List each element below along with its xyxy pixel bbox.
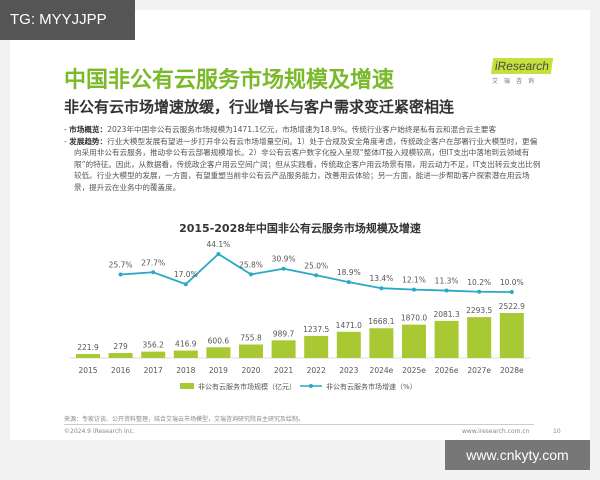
line-label: 25.7% xyxy=(109,260,133,269)
bar-label: 755.8 xyxy=(240,334,262,343)
watermark-bottom: www.cnkyty.com xyxy=(445,440,590,470)
line-point xyxy=(118,272,123,277)
line-label: 13.4% xyxy=(369,274,393,283)
x-tick-label: 2017 xyxy=(144,366,163,375)
chart-title: 2015-2028年中国非公有云服务市场规模及增速 xyxy=(179,221,421,235)
bar-label: 356.2 xyxy=(142,341,164,350)
line-point xyxy=(216,251,221,256)
line-label: 25.8% xyxy=(239,260,263,269)
bar xyxy=(271,340,296,358)
x-tick-label: 2015 xyxy=(78,366,97,375)
bar-label: 1870.0 xyxy=(401,314,427,323)
bar-label: 1471.0 xyxy=(336,321,362,330)
line-label: 30.9% xyxy=(272,255,296,264)
bar xyxy=(206,347,231,358)
bar-label: 600.6 xyxy=(208,336,230,345)
bar xyxy=(304,335,329,358)
bar xyxy=(467,317,492,358)
bar xyxy=(108,353,133,358)
x-tick-label: 2026e xyxy=(435,366,459,375)
bullet-list: - 市场概览：2023年中国非公有云服务市场规模为1471.1亿元，市场增速为1… xyxy=(64,124,544,193)
line-point xyxy=(444,288,449,293)
bar-label: 1668.1 xyxy=(368,317,394,326)
x-tick-label: 2018 xyxy=(176,366,195,375)
bar-label: 221.9 xyxy=(77,343,99,352)
x-tick-label: 2020 xyxy=(241,366,260,375)
line-label: 44.1% xyxy=(206,240,230,249)
bar-label: 2522.9 xyxy=(499,302,525,311)
bar xyxy=(239,344,263,358)
line-label: 18.9% xyxy=(337,268,361,277)
x-tick-label: 2024e xyxy=(370,366,394,375)
line-point xyxy=(412,287,416,292)
legend-line-marker xyxy=(309,384,313,388)
bar xyxy=(76,354,100,358)
x-tick-label: 2021 xyxy=(274,366,293,375)
line-label: 25.0% xyxy=(304,261,328,270)
line-point xyxy=(151,270,156,275)
line-point xyxy=(249,272,253,277)
line-point xyxy=(509,290,514,294)
line-label: 10.0% xyxy=(500,278,524,287)
slide xyxy=(10,10,590,440)
x-tick-label: 2019 xyxy=(209,366,228,375)
legend-line-label: 非公有云服务市场增速（%） xyxy=(326,382,417,391)
bar xyxy=(434,320,459,358)
line-label: 10.2% xyxy=(467,278,491,287)
bullet-item: - 市场概览：2023年中国非公有云服务市场规模为1471.1亿元，市场增速为1… xyxy=(64,125,497,134)
bar xyxy=(336,331,361,358)
bar-label: 2293.5 xyxy=(466,306,492,315)
bar xyxy=(402,324,426,358)
bar-label: 416.9 xyxy=(175,340,197,349)
line-point xyxy=(183,282,188,287)
site-link[interactable]: www.iresearch.com.cn xyxy=(462,428,530,435)
iresearch-logo: iResearch 艾瑞咨询 xyxy=(490,55,562,85)
legend-bar-label: 非公有云服务市场规模（亿元） xyxy=(198,382,296,391)
x-tick-label: 2023 xyxy=(339,366,358,375)
bar xyxy=(173,350,198,358)
line-point xyxy=(281,266,286,271)
bar-label: 2081.3 xyxy=(433,310,459,319)
line-point xyxy=(346,280,351,285)
line-point xyxy=(477,289,482,294)
divider xyxy=(64,424,534,425)
line-label: 12.1% xyxy=(402,276,426,285)
line-label: 27.7% xyxy=(141,258,165,267)
bar xyxy=(141,351,166,358)
bar xyxy=(499,313,524,358)
bar-label: 279 xyxy=(113,342,128,351)
x-tick-label: 2022 xyxy=(307,366,326,375)
bar xyxy=(369,328,394,358)
bar-label: 1237.5 xyxy=(303,325,329,334)
bullet-item: - 发展趋势：行业大模型发展有望进一步打开非公有云市场增量空间。1）处于合规及安… xyxy=(64,136,541,192)
x-tick-label: 2025e xyxy=(402,366,426,375)
bar-label: 989.7 xyxy=(273,329,295,338)
source-note: 来源：专家访谈、公开资料整理，结合艾瑞云市场模型，艾瑞咨询研究院自主研究及绘制。 xyxy=(64,416,305,423)
line-point xyxy=(314,273,319,278)
page-subtitle: 非公有云市场增速放缓，行业增长与客户需求变迁紧密相连 xyxy=(64,98,455,116)
line-point xyxy=(379,286,384,291)
page-number: 10 xyxy=(553,428,561,435)
copyright: ©2024.9 iResearch Inc. xyxy=(64,428,135,435)
line-label: 11.3% xyxy=(435,277,459,286)
x-tick-label: 2016 xyxy=(111,366,130,375)
legend-bar-swatch xyxy=(180,383,194,389)
x-tick-label: 2027e xyxy=(467,366,491,375)
logo-sub: 艾瑞咨询 xyxy=(492,78,541,85)
page-title: 中国非公有云服务市场规模及增速 xyxy=(64,68,395,93)
line-label: 17.0% xyxy=(174,270,198,279)
watermark-top: TG: MYYJJPP xyxy=(0,0,135,40)
x-tick-label: 2028e xyxy=(500,366,524,375)
